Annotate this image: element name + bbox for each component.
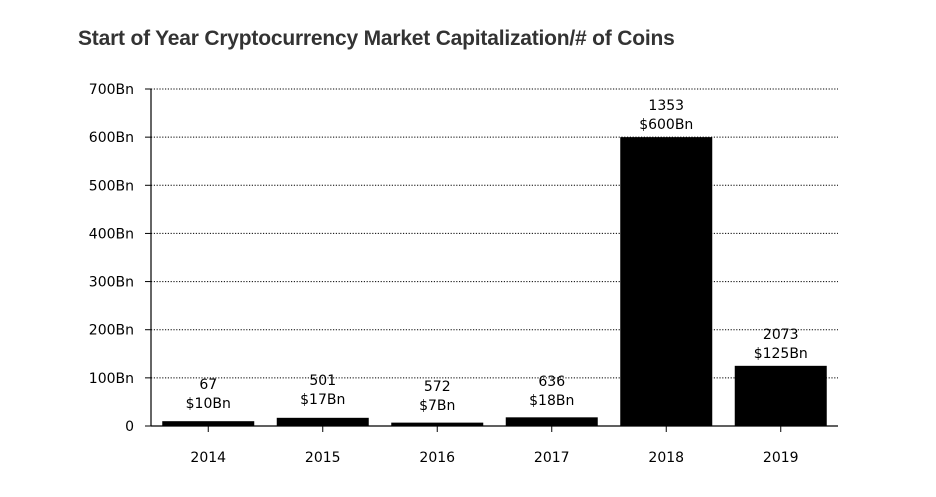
coin-count-label-2015: 501: [309, 373, 336, 389]
bar-2014: [162, 421, 255, 426]
axes: [150, 89, 838, 427]
y-tick-label: 200Bn: [89, 323, 134, 339]
x-tick-label-2014: 2014: [190, 450, 226, 466]
value-label-2017: $18Bn: [529, 393, 574, 409]
value-label-2015: $17Bn: [300, 392, 345, 408]
bars: [162, 137, 827, 426]
coin-count-label-2018: 1353: [648, 98, 684, 114]
value-label-2019: $125Bn: [754, 346, 808, 362]
x-tick-label-2016: 2016: [419, 450, 455, 466]
bar-2019: [734, 365, 827, 426]
x-tick-label-2018: 2018: [648, 450, 684, 466]
y-tick-label: 500Bn: [89, 178, 134, 194]
coin-count-label-2014: 67: [199, 377, 217, 393]
y-tick-label: 700Bn: [89, 82, 134, 98]
y-axis-ticks: 0 100Bn 200Bn 300Bn 400Bn 500Bn 600Bn 700Bn: [89, 82, 151, 435]
y-tick-label: 400Bn: [89, 226, 134, 242]
x-tick-label-2017: 2017: [534, 450, 570, 466]
bar-2015: [276, 417, 369, 426]
x-tick-label-2019: 2019: [763, 450, 799, 466]
coin-count-label-2017: 636: [538, 374, 565, 390]
bar-2018: [620, 137, 713, 426]
coin-count-label-2016: 572: [424, 379, 451, 395]
value-label-2018: $600Bn: [639, 117, 693, 133]
bar-2017: [505, 417, 598, 426]
y-tick-label: 300Bn: [89, 275, 134, 291]
y-tick-label: 100Bn: [89, 371, 134, 387]
y-tick-label: 0: [125, 419, 134, 435]
gridlines: [151, 88, 838, 379]
value-label-2016: $7Bn: [419, 398, 455, 414]
y-tick-label: 600Bn: [89, 130, 134, 146]
coin-count-label-2019: 2073: [763, 327, 799, 343]
chart-title: Start of Year Cryptocurrency Market Capi…: [78, 27, 675, 50]
x-axis-ticks: 2014 2015 2016 2017 2018 2019: [190, 426, 799, 466]
value-label-2014: $10Bn: [186, 396, 231, 412]
x-tick-label-2015: 2015: [305, 450, 341, 466]
data-labels: $10Bn 67 $17Bn 501 $7Bn 572 $18Bn 636 $600Bn 1353…: [186, 98, 808, 414]
bar-2016: [391, 422, 484, 426]
